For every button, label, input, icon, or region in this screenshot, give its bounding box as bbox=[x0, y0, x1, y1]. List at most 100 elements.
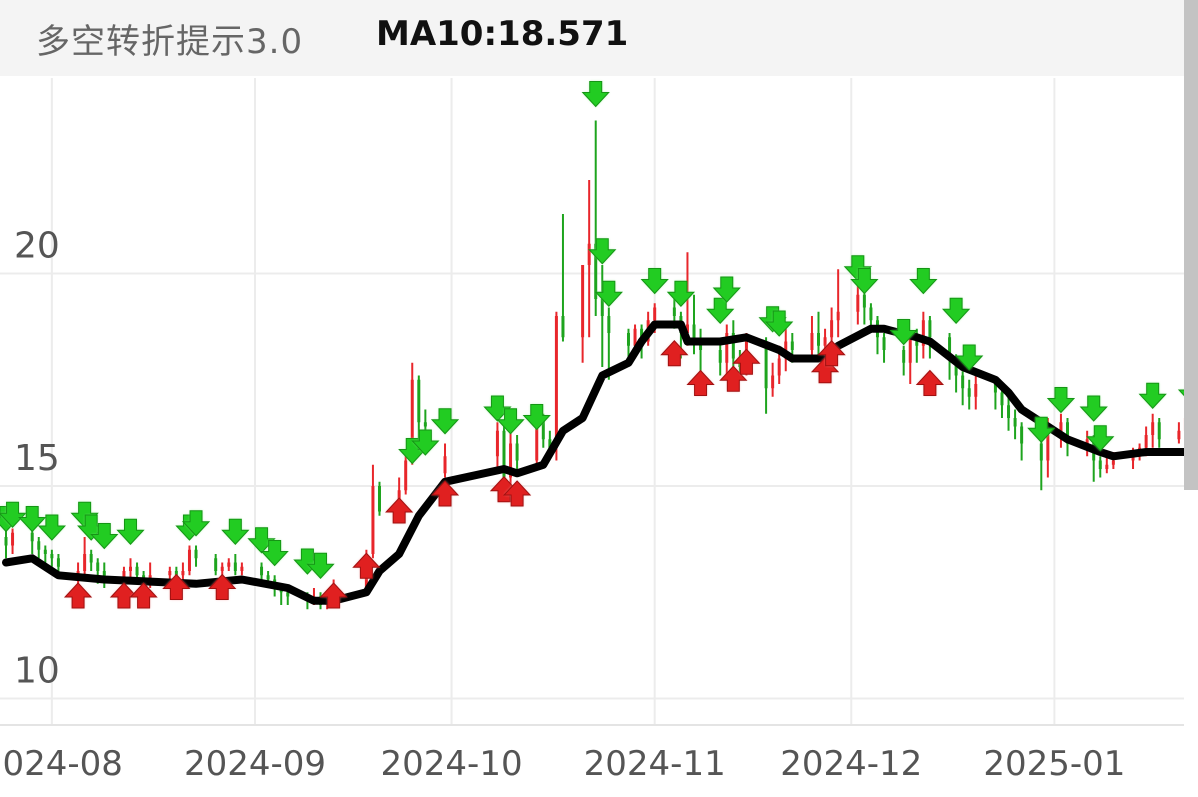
candle-body bbox=[181, 571, 185, 576]
buy-signal-arrow bbox=[129, 582, 158, 609]
candle-body bbox=[594, 243, 598, 299]
sell-signal-arrow bbox=[941, 297, 971, 324]
candle bbox=[1151, 413, 1155, 448]
candle bbox=[187, 545, 191, 576]
x-tick-label: 2025-01 bbox=[983, 744, 1125, 784]
candle bbox=[1157, 418, 1161, 448]
buy-signal-arrow bbox=[208, 573, 237, 600]
candle bbox=[882, 333, 886, 363]
buy-signal-arrow bbox=[319, 582, 348, 609]
candle-body bbox=[1111, 460, 1115, 465]
sell-signal-arrow bbox=[247, 527, 276, 554]
ma10-readout: MA10:18.571 bbox=[376, 14, 629, 54]
candle-body bbox=[777, 358, 781, 376]
candle bbox=[194, 545, 198, 567]
candle-body bbox=[869, 307, 873, 321]
y-axis-labels: 20 15 10 bbox=[14, 226, 60, 692]
candle-body bbox=[168, 571, 172, 576]
candle bbox=[417, 375, 421, 444]
buy-signal-arrow bbox=[352, 552, 381, 579]
candle bbox=[1105, 456, 1109, 474]
chart-header: 多空转折提示3.0 MA10:18.571 bbox=[0, 0, 1198, 76]
candle-body bbox=[227, 562, 231, 567]
candle-body bbox=[587, 243, 591, 265]
candle bbox=[974, 375, 978, 410]
candle bbox=[128, 558, 132, 580]
candle-body bbox=[862, 294, 866, 308]
candle-body bbox=[37, 541, 41, 550]
candle-body bbox=[1105, 464, 1109, 469]
sell-signal-arrow bbox=[522, 404, 551, 431]
candle-body bbox=[135, 566, 139, 576]
x-tick-label: 2024-09 bbox=[184, 744, 326, 784]
candle-body bbox=[30, 532, 34, 542]
candle-body bbox=[771, 375, 775, 389]
candle-body bbox=[89, 554, 93, 563]
candle-body bbox=[718, 350, 722, 363]
candle-body bbox=[187, 549, 191, 571]
candle-body bbox=[882, 337, 886, 350]
sell-signal-arrow bbox=[889, 319, 918, 346]
candle bbox=[1013, 409, 1017, 440]
candle-body bbox=[83, 554, 87, 571]
candle bbox=[836, 269, 840, 338]
candle-body bbox=[50, 554, 54, 559]
sell-signal-arrow bbox=[260, 540, 289, 567]
candle-body bbox=[417, 379, 421, 423]
candle-body bbox=[993, 384, 997, 393]
x-tick-label: 2024-12 bbox=[780, 744, 922, 784]
candle-body bbox=[902, 350, 906, 363]
buy-signal-arrow bbox=[732, 348, 761, 375]
candle-body bbox=[233, 562, 237, 571]
candle-body bbox=[1098, 460, 1102, 469]
candle-body bbox=[561, 316, 565, 338]
candle-body bbox=[653, 307, 657, 321]
sell-signal-arrow bbox=[181, 510, 211, 537]
candle bbox=[561, 214, 565, 342]
candle-body bbox=[731, 333, 735, 359]
sell-signal-arrow bbox=[221, 518, 250, 545]
x-tick-label: 2024-11 bbox=[584, 744, 726, 784]
candle bbox=[377, 481, 381, 516]
x-axis-labels: 2024-08 2024-09 2024-10 2024-11 2024-12 2025-… bbox=[0, 744, 1125, 784]
sell-signal-arrow bbox=[850, 268, 879, 295]
candle-body bbox=[856, 294, 860, 312]
candle-body bbox=[11, 532, 15, 546]
buy-signal-arrow bbox=[109, 582, 139, 609]
vertical-scrollbar[interactable] bbox=[1184, 0, 1198, 490]
candle-body bbox=[122, 571, 126, 580]
buy-signal-arrow bbox=[502, 480, 532, 507]
candle bbox=[11, 528, 15, 554]
indicator-title: 多空转折提示3.0 bbox=[36, 22, 304, 62]
buy-signal-arrow bbox=[430, 480, 460, 507]
candle-body bbox=[1020, 426, 1024, 444]
candle-body bbox=[626, 333, 630, 346]
candle-body bbox=[515, 443, 519, 461]
buy-signal-arrow bbox=[817, 340, 846, 367]
candle-body bbox=[220, 566, 224, 571]
candle bbox=[961, 371, 965, 406]
candle-body bbox=[1177, 430, 1181, 440]
candle-body bbox=[443, 456, 447, 474]
buy-signal-arrow bbox=[915, 369, 945, 396]
candle-body bbox=[1046, 435, 1050, 461]
x-tick-label: 2024-08 bbox=[0, 744, 123, 784]
candle bbox=[764, 337, 768, 414]
candle-body bbox=[672, 307, 676, 316]
candle-body bbox=[96, 562, 100, 571]
candle-body bbox=[974, 384, 978, 397]
sell-signal-arrow bbox=[640, 268, 669, 295]
candle-body bbox=[535, 418, 539, 461]
candle bbox=[594, 120, 598, 316]
candle bbox=[1007, 396, 1011, 431]
candle bbox=[830, 307, 834, 346]
candle-body bbox=[1000, 392, 1004, 406]
sell-signal-arrow bbox=[483, 395, 512, 422]
candle-body bbox=[600, 299, 604, 316]
sell-signal-arrow bbox=[398, 438, 427, 465]
candle-body bbox=[423, 422, 427, 427]
candle-body bbox=[266, 575, 270, 580]
candle-body bbox=[410, 379, 414, 461]
candle bbox=[581, 265, 585, 363]
